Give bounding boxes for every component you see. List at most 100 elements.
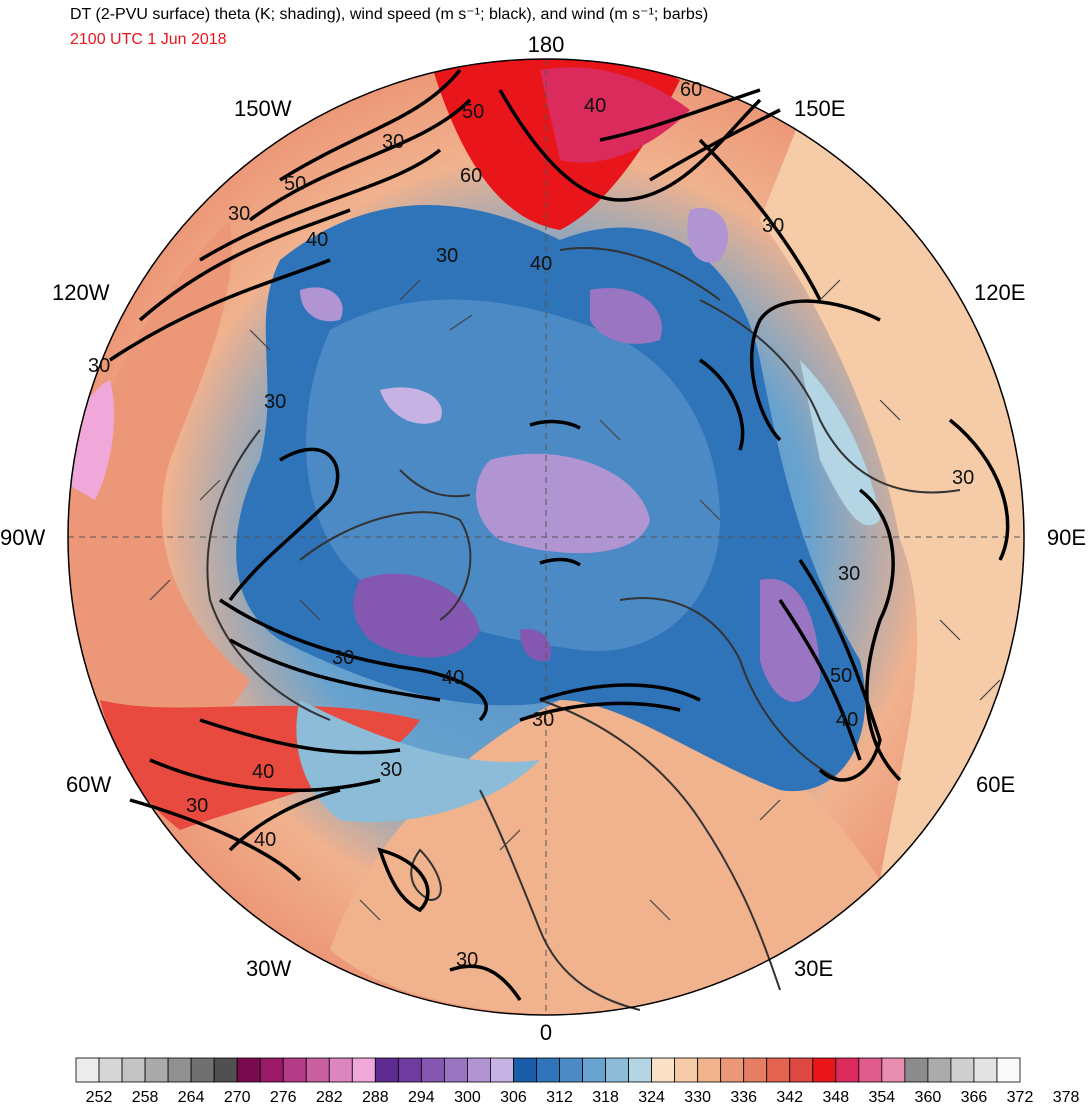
colorbar-tick-label: 306 [500, 1089, 527, 1105]
colorbar-swatch [121, 1057, 146, 1083]
contour-label: 40 [442, 667, 464, 689]
colorbar-tick-label: 354 [869, 1089, 896, 1105]
colorbar-swatch [743, 1057, 768, 1083]
colorbar-swatch [75, 1057, 100, 1083]
chart-title: DT (2-PVU surface) theta (K; shading), w… [70, 6, 709, 23]
colorbar-swatch [904, 1057, 929, 1083]
colorbar-swatch [996, 1057, 1021, 1083]
colorbar-swatch [213, 1057, 238, 1083]
contour-label: 40 [306, 229, 328, 251]
contour-label: 30 [264, 391, 286, 413]
colorbar-swatch [881, 1057, 906, 1083]
contour-label: 30 [228, 203, 250, 225]
colorbar-tick-label: 318 [592, 1089, 619, 1105]
colorbar-tick-label: 366 [961, 1089, 988, 1105]
colorbar: 252 258 264 270 276 282 288 294 300 306 312 318 324 3… [75, 1057, 1080, 1105]
colorbar-swatch [236, 1057, 261, 1083]
lon-label-30w: 30W [246, 956, 291, 981]
colorbar-swatch [812, 1057, 837, 1083]
contour-label: 60 [460, 165, 482, 187]
contour-label: 40 [252, 761, 274, 783]
colorbar-swatch [789, 1057, 814, 1083]
lon-label-60w: 60W [66, 772, 111, 797]
colorbar-tick-label: 300 [454, 1089, 481, 1105]
contour-label: 30 [436, 245, 458, 267]
lon-label-120w: 120W [52, 280, 110, 305]
longitude-labels: 180 0 90W 90E 150W 150E 120W 120E 60W 60… [0, 32, 1086, 1045]
contour-label: 30 [380, 759, 402, 781]
colorbar-tick-label: 270 [224, 1089, 251, 1105]
colorbar-tick-label: 372 [1007, 1089, 1034, 1105]
coastlines [206, 247, 961, 1011]
colorbar-swatch [628, 1057, 653, 1083]
colorbar-swatch [697, 1057, 722, 1083]
colorbar-tick-label: 336 [730, 1089, 757, 1105]
colorbar-swatch [490, 1057, 514, 1083]
contour-label: 30 [952, 467, 974, 489]
colorbar-tick-label: 378 [1053, 1089, 1080, 1105]
contour-label: 30 [838, 563, 860, 585]
lon-label-90w: 90W [0, 525, 45, 550]
colorbar-swatch [328, 1057, 353, 1083]
valid-time: 2100 UTC 1 Jun 2018 [70, 31, 227, 48]
colorbar-tick-label: 264 [178, 1089, 205, 1105]
lon-label-30e: 30E [794, 956, 833, 981]
colorbar-tick-label: 324 [638, 1089, 665, 1105]
colorbar-swatch [443, 1057, 468, 1083]
colorbar-swatch [674, 1057, 699, 1083]
theta-shading [68, 59, 1024, 1015]
colorbar-tick-label: 330 [684, 1089, 711, 1105]
colorbar-tick-label: 312 [546, 1089, 573, 1105]
lon-label-180: 180 [528, 32, 565, 57]
colorbar-swatch [582, 1057, 606, 1083]
contour-label: 40 [584, 95, 606, 117]
colorbar-swatch [950, 1057, 975, 1083]
wind-barbs [149, 279, 1001, 921]
colorbar-swatch [167, 1057, 192, 1083]
colorbar-swatch [374, 1057, 399, 1083]
colorbar-swatch [282, 1057, 307, 1083]
colorbar-swatch [420, 1057, 445, 1083]
wind-speed-contours [109, 68, 1010, 1001]
colorbar-swatch [98, 1057, 123, 1083]
colorbar-swatch [305, 1057, 330, 1083]
colorbar-swatch [766, 1057, 791, 1083]
graticule [68, 59, 1024, 1015]
contour-label: 30 [456, 949, 478, 971]
colorbar-swatch [858, 1057, 883, 1083]
lon-label-0: 0 [540, 1020, 552, 1045]
colorbar-swatch [536, 1057, 560, 1083]
contour-label: 30 [332, 647, 354, 669]
contour-label: 40 [254, 829, 276, 851]
lon-label-60e: 60E [976, 772, 1015, 797]
colorbar-swatch [651, 1057, 676, 1083]
lon-label-90e: 90E [1047, 525, 1086, 550]
lon-label-120e: 120E [974, 280, 1025, 305]
colorbar-swatch [835, 1057, 860, 1083]
colorbar-tick-label: 360 [915, 1089, 942, 1105]
colorbar-tick-label: 348 [822, 1089, 849, 1105]
colorbar-tick-label: 294 [408, 1089, 435, 1105]
colorbar-swatch [973, 1057, 998, 1083]
colorbar-tick-label: 342 [776, 1089, 803, 1105]
colorbar-swatch [190, 1057, 215, 1083]
colorbar-swatch [467, 1057, 491, 1083]
colorbar-tick-label: 282 [316, 1089, 343, 1105]
contour-label: 30 [762, 215, 784, 237]
contour-label: 30 [382, 131, 404, 153]
contour-label: 60 [680, 79, 702, 101]
colorbar-swatch [513, 1057, 537, 1083]
colorbar-swatch [397, 1057, 422, 1083]
colorbar-swatch [559, 1057, 583, 1083]
colorbar-swatch [351, 1057, 376, 1083]
colorbar-swatch [144, 1057, 169, 1083]
lon-label-150e: 150E [794, 96, 845, 121]
colorbar-swatch [720, 1057, 745, 1083]
contour-label: 50 [462, 101, 484, 123]
lon-label-150w: 150W [234, 96, 292, 121]
contour-label: 50 [830, 665, 852, 687]
map-border [67, 58, 1025, 1016]
colorbar-tick-label: 258 [132, 1089, 159, 1105]
contour-label: 40 [836, 709, 858, 731]
